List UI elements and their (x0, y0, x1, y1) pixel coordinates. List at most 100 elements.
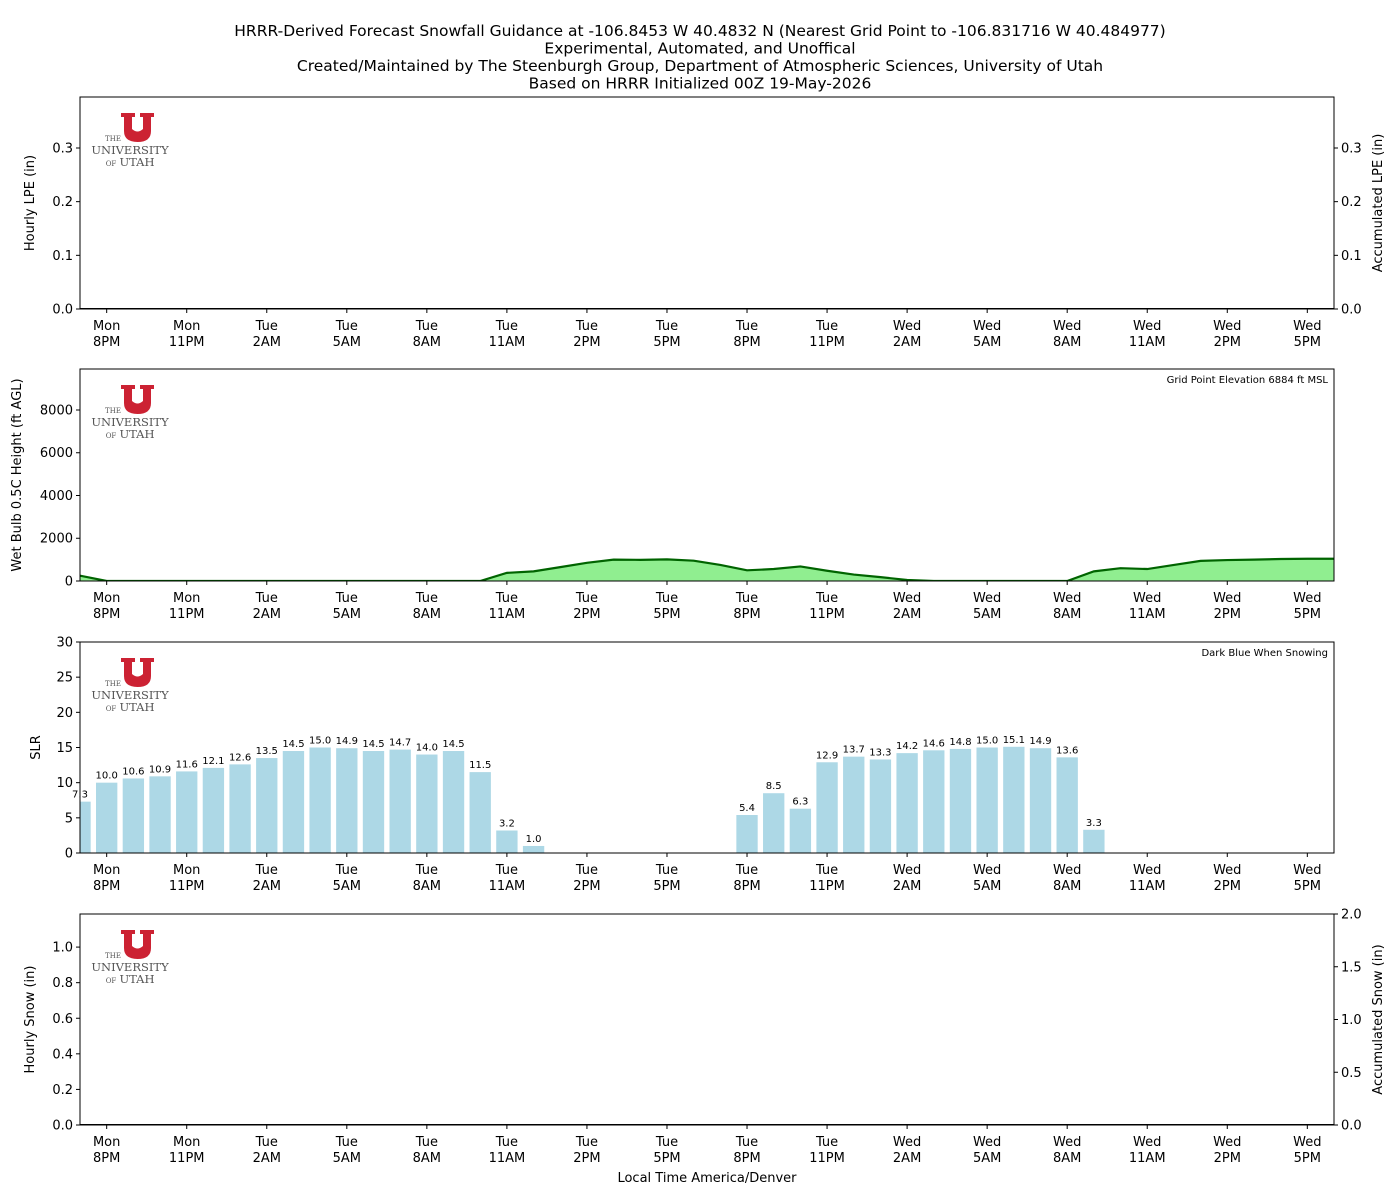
y-tick-label: 0.4 (52, 1047, 73, 1062)
x-tick-label-line: 8AM (1053, 607, 1081, 622)
x-tick-label-line: 2AM (253, 335, 281, 350)
x-tick-label-line: Tue (815, 591, 838, 606)
x-tick-label: Tue 5AM (333, 319, 361, 350)
x-tick-label-line: Tue (255, 1135, 278, 1150)
y-tick-label: 0.0 (52, 303, 73, 318)
x-tick-label-line: 11AM (489, 335, 526, 350)
x-tick-label: Tue 2PM (573, 591, 600, 622)
x-tick-label-line: 11PM (809, 879, 845, 894)
x-tick-label-line: 8PM (733, 1151, 760, 1166)
bar-label: 12.9 (816, 750, 838, 761)
x-tick-label-line: Tue (415, 319, 438, 334)
y-tick-label: 0.1 (52, 249, 73, 264)
bar (202, 767, 225, 853)
x-tick-label: Wed 5PM (1293, 1135, 1321, 1166)
x-tick-label-line: Tue (735, 863, 758, 878)
logo-u (121, 930, 154, 959)
x-tick-label: Tue 5AM (333, 863, 361, 894)
x-tick-label: Wed 11AM (1129, 863, 1166, 894)
x-tick-label-line: 11PM (809, 335, 845, 350)
x-tick-label-line: Tue (415, 591, 438, 606)
x-tick-label-line: 11PM (169, 879, 205, 894)
bar-label: 8.5 (766, 781, 782, 792)
bar-label: 5.4 (739, 803, 755, 814)
x-tick-label-line: Tue (575, 863, 598, 878)
x-tick-label: Tue 11PM (809, 319, 845, 350)
x-tick-label-line: 5PM (1294, 879, 1321, 894)
y2-tick-label: 0.0 (1341, 303, 1362, 318)
x-tick-label: Wed 2PM (1213, 863, 1241, 894)
x-tick-label-line: Wed (1133, 1135, 1161, 1150)
y-tick-label: 0.2 (52, 1083, 73, 1098)
x-tick-label-line: Wed (1293, 319, 1321, 334)
bar-label: 15.1 (1003, 735, 1025, 746)
x-tick-label: Wed 2AM (893, 591, 921, 622)
logo-text: THE (105, 407, 121, 415)
x-tick-label-line: Tue (735, 591, 758, 606)
x-tick-label-line: 2AM (253, 607, 281, 622)
y-tick-label: 8000 (40, 403, 73, 418)
logo-text: UNIVERSITY (91, 415, 169, 429)
y-tick-label: 1.0 (52, 941, 73, 956)
bar-label: 14.5 (442, 739, 464, 750)
bar (442, 751, 465, 853)
y-tick-label: 30 (56, 636, 73, 651)
bar (336, 748, 358, 853)
x-tick-label-line: 8PM (733, 607, 760, 622)
x-tick-label-line: 8AM (1053, 1151, 1081, 1166)
x-tick-label-line: Wed (1053, 1135, 1081, 1150)
x-tick-label-line: Tue (335, 1135, 358, 1150)
x-tick-label-line: Tue (655, 591, 678, 606)
x-tick-label-line: 5PM (653, 1151, 680, 1166)
x-tick-label: Tue 5PM (653, 1135, 680, 1166)
plot-area (80, 557, 1334, 581)
bar-label: 14.9 (336, 736, 358, 747)
y2-tick-label: 0.1 (1341, 249, 1362, 264)
x-tick-label-line: 11PM (169, 335, 205, 350)
x-tick-label-line: Mon (173, 319, 200, 334)
y-tick-label: 2000 (40, 532, 73, 547)
x-tick-label-line: 8PM (93, 1151, 120, 1166)
x-tick-label-line: 11PM (809, 1151, 845, 1166)
bar-label: 13.3 (869, 747, 891, 758)
chart-title: Based on HRRR Initialized 00Z 19-May-202… (529, 75, 872, 93)
x-tick-label: Wed 5AM (973, 1135, 1001, 1166)
x-tick-label-line: Mon (173, 1135, 200, 1150)
x-tick-label-line: 2AM (893, 1151, 921, 1166)
x-tick-label-line: Tue (495, 319, 518, 334)
x-tick-label: Tue 2PM (573, 1135, 600, 1166)
bar (1083, 829, 1105, 853)
x-tick-label-line: Tue (815, 863, 838, 878)
bar (736, 815, 758, 853)
x-tick-label: Wed 8AM (1053, 1135, 1081, 1166)
x-tick-label-line: 8AM (413, 1151, 441, 1166)
x-tick-label-line: 2PM (1214, 1151, 1241, 1166)
x-tick-label-line: 11AM (1129, 879, 1166, 894)
y-tick-label: 6000 (40, 446, 73, 461)
x-tick-label-line: Tue (255, 863, 278, 878)
logo-text: THE (105, 680, 121, 688)
logo-text: UTAH (119, 427, 154, 441)
x-tick-label: Tue 8AM (413, 863, 441, 894)
y-tick-label: 5 (65, 811, 73, 826)
bar (1003, 746, 1025, 853)
x-tick-label-line: Tue (815, 319, 838, 334)
bar (763, 793, 785, 853)
x-tick-label-line: 8AM (413, 607, 441, 622)
x-tick-label-line: Tue (735, 319, 758, 334)
bar-label: 14.5 (282, 739, 304, 750)
x-tick-label-line: Wed (1133, 863, 1161, 878)
x-tick-label: Tue 8AM (413, 591, 441, 622)
x-tick-label: Wed 2PM (1213, 1135, 1241, 1166)
x-tick-label: Wed 8AM (1053, 863, 1081, 894)
bar-label: 15.0 (976, 736, 998, 747)
x-tick-label-line: 2AM (253, 879, 281, 894)
y-axis-label: Hourly Snow (in) (23, 966, 38, 1074)
chart-title: Experimental, Automated, and Unoffical (544, 40, 855, 58)
x-tick-label: Mon 8PM (93, 863, 120, 894)
x-tick-label: Mon 8PM (93, 591, 120, 622)
bar (976, 747, 998, 853)
x-tick-label: Tue 5AM (333, 591, 361, 622)
x-tick-label-line: 2PM (1214, 879, 1241, 894)
bar-label: 13.5 (256, 746, 278, 757)
